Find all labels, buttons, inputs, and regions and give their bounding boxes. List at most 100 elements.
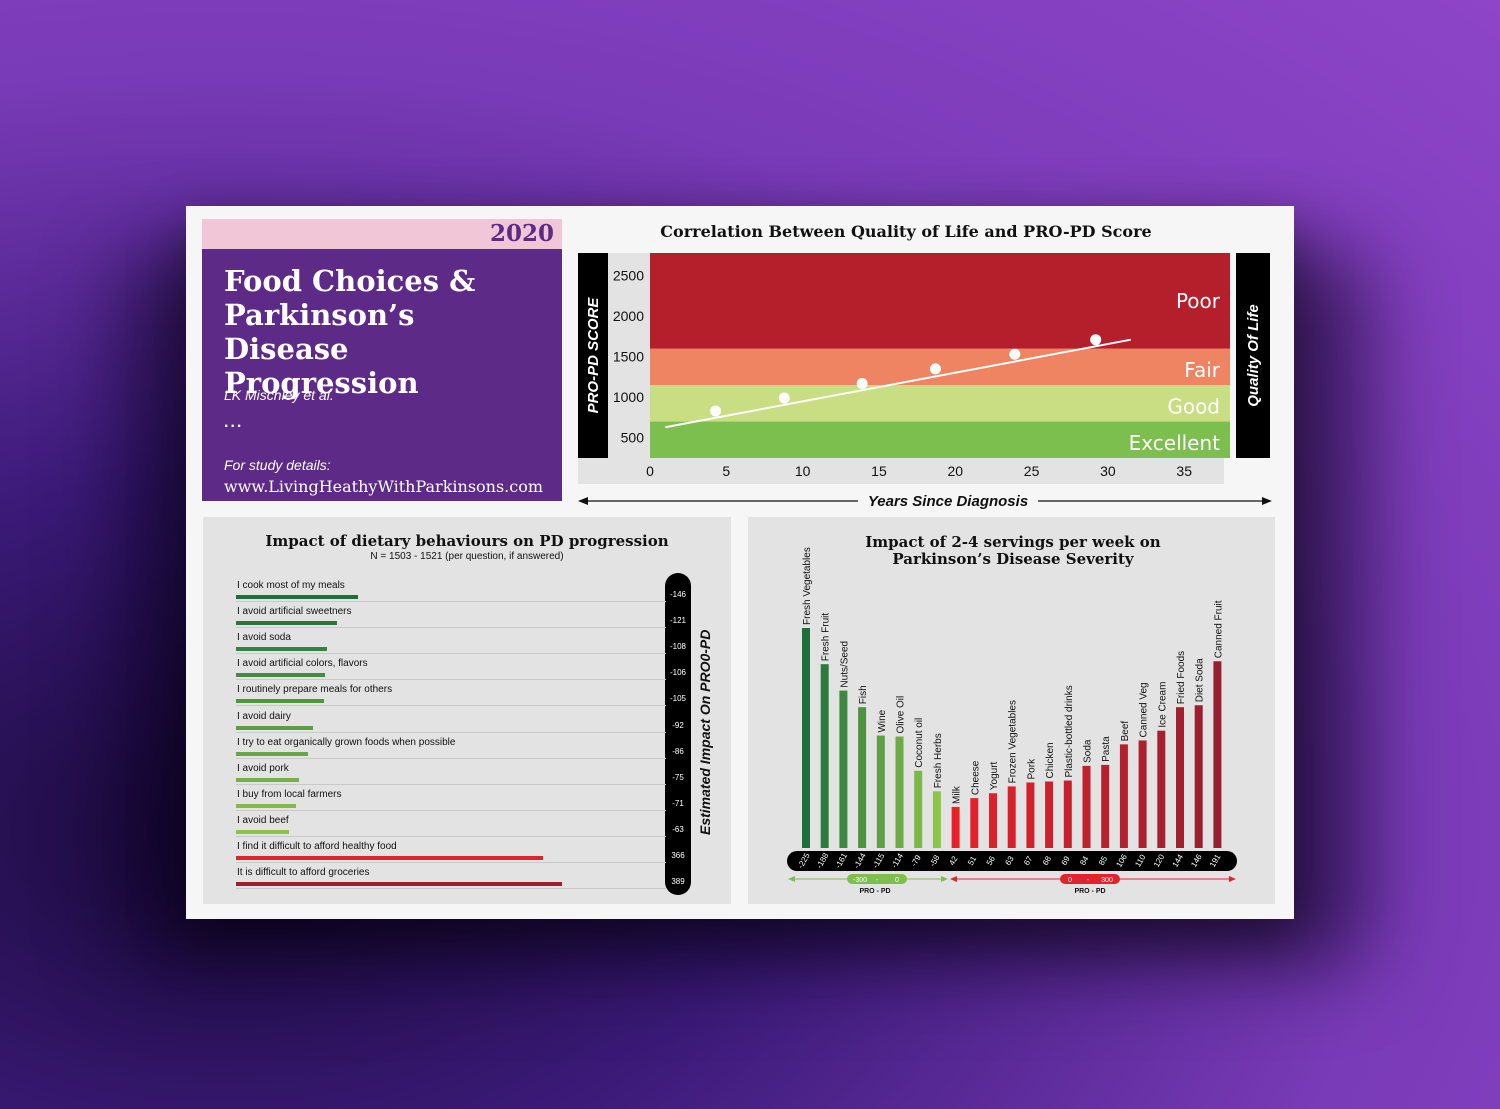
servings-bar: [1176, 707, 1184, 848]
behaviour-bar: [236, 595, 359, 599]
row-divider: [236, 835, 666, 837]
servings-bar: [914, 770, 923, 848]
behaviour-row: I try to eat organically grown foods whe…: [236, 737, 666, 763]
website-link[interactable]: www.LivingHeathyWithParkinsons.com: [224, 477, 544, 496]
y-axis-label-bar: [578, 253, 608, 458]
x-tick-label: 0: [646, 463, 654, 479]
y-tick-label: 2000: [613, 308, 644, 324]
servings-bar: [951, 806, 960, 848]
behaviour-row: I find it difficult to afford healthy fo…: [236, 841, 666, 867]
behaviour-label: I try to eat organically grown foods whe…: [237, 736, 456, 748]
servings-bar: [802, 628, 810, 848]
servings-bar-label: Milk: [952, 785, 963, 804]
behaviour-value: 389: [671, 877, 685, 887]
details-label: For study details:: [224, 457, 331, 473]
behaviour-label: I avoid dairy: [237, 710, 291, 722]
data-point: [856, 377, 868, 389]
x-tick-label: 10: [795, 463, 811, 479]
servings-bar: [1045, 781, 1054, 848]
legend-negative-arrowhead-left: [788, 876, 795, 882]
servings-bar-label: Coconut oil: [914, 718, 925, 768]
servings-bar-label: Olive Oil: [896, 696, 907, 734]
behaviour-label: I avoid beef: [237, 814, 289, 826]
data-point: [1090, 334, 1102, 346]
servings-chart: Impact of 2-4 servings per week onParkin…: [787, 533, 1237, 895]
legend-positive-end: 300: [1101, 877, 1113, 884]
servings-bar: [839, 690, 848, 848]
legend-positive-arrowhead-left: [950, 876, 957, 882]
servings-bar: [820, 664, 829, 848]
servings-bar-label: Soda: [1083, 739, 1094, 763]
band-good: [650, 385, 1230, 422]
x-tick-area: [578, 458, 1224, 484]
behaviour-bar: [236, 803, 296, 808]
qol-chart-title: Correlation Between Quality of Life and …: [660, 222, 1152, 241]
behaviour-row: I buy from local farmers: [236, 789, 666, 815]
legend-positive-pill: [1060, 874, 1120, 884]
servings-bar: [1026, 782, 1035, 848]
behaviour-bar: [236, 777, 299, 782]
behaviour-label: I buy from local farmers: [237, 788, 342, 800]
y-tick-area: [608, 253, 650, 458]
legend-positive-start: 0: [1068, 877, 1072, 884]
servings-bar: [1101, 764, 1110, 848]
data-point: [929, 363, 941, 375]
behaviour-value: -75: [672, 772, 684, 782]
servings-bar-label: Fresh Herbs: [933, 733, 944, 788]
data-point: [1009, 348, 1021, 360]
legend-negative-pill: [847, 874, 907, 884]
behaviours-subtitle: N = 1503 - 1521 (per question, if answer…: [370, 551, 564, 562]
behaviour-value: -63: [672, 824, 684, 834]
behaviour-bar: [236, 751, 309, 756]
authors: LK Mischley et al.: [224, 387, 334, 403]
servings-title-line1: Impact of 2-4 servings per week on: [865, 533, 1161, 551]
behaviour-value: 366: [671, 851, 685, 860]
qol-chart: PRO-PD SCORE Excellent Good Fair Poor Quality…: [578, 253, 1272, 510]
quality-axis-title: Quality Of Life: [1245, 304, 1262, 407]
behaviour-row: I routinely prepare meals for others: [236, 684, 666, 710]
behaviour-label: I avoid artificial colors, flavors: [237, 658, 368, 670]
behaviour-bar: [236, 647, 327, 652]
servings-bar: [1007, 786, 1016, 848]
behaviour-row: I avoid artificial colors, flavors: [236, 658, 666, 684]
row-divider: [236, 627, 666, 629]
servings-bar-label: Fresh Fruit: [821, 613, 832, 662]
infographic-title: Food Choices & Parkinson’s Disease Progr…: [224, 264, 476, 400]
band-label-poor: Poor: [1176, 289, 1221, 313]
x-axis-arrowhead-left: [578, 497, 588, 505]
servings-bar-label: Beef: [1120, 721, 1131, 742]
legend-negative-start: -300: [853, 877, 867, 884]
band-label-fair: Fair: [1184, 358, 1220, 382]
impact-axis-label: Estimated Impact On PRO0-PD: [697, 629, 713, 835]
trend-line: [665, 338, 1131, 429]
servings-bar-label: Chicken: [1045, 742, 1056, 778]
servings-bar: [1213, 661, 1222, 848]
servings-bar-label: Yogurt: [989, 761, 1000, 790]
band-poor: [650, 253, 1230, 349]
row-divider: [236, 679, 666, 681]
behaviour-bar: [236, 856, 543, 860]
servings-value-pill: [787, 851, 1237, 871]
band-excellent: [650, 421, 1230, 458]
servings-bar-label: Canned Veg: [1139, 682, 1150, 737]
legend-negative-arrowhead-right: [941, 876, 948, 882]
servings-bar-label: Pork: [1026, 758, 1037, 780]
behaviour-row: I avoid beef: [236, 815, 666, 841]
infographic-card: 2020 Food Choices & Parkinson’s Disease …: [186, 206, 1294, 919]
servings-title-line2: Parkinson’s Disease Severity: [892, 550, 1135, 568]
behaviour-row: I cook most of my meals: [236, 580, 666, 606]
row-divider: [236, 888, 666, 890]
data-point: [778, 392, 790, 404]
behaviour-row: I avoid dairy: [236, 711, 666, 737]
band-label-excellent: Excellent: [1129, 431, 1221, 455]
row-divider: [236, 783, 666, 785]
servings-bar: [1119, 744, 1128, 848]
behaviours-title: Impact of dietary behaviours on PD progr…: [265, 532, 669, 550]
servings-bar-label: Fish: [858, 685, 869, 704]
behaviour-bar: [236, 621, 338, 626]
behaviours-panel: Impact of dietary behaviours on PD progr…: [203, 517, 731, 904]
servings-bar: [989, 793, 997, 848]
behaviour-bar: [236, 673, 325, 678]
servings-bar-label: Fresh Vegetables: [802, 547, 813, 625]
behaviour-value: -121: [669, 616, 686, 626]
